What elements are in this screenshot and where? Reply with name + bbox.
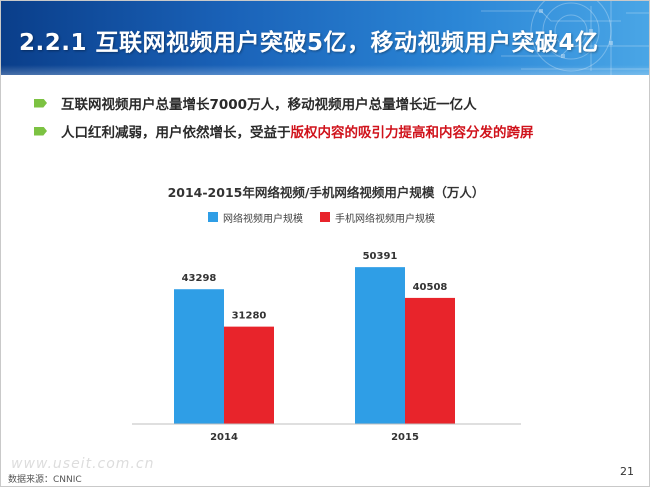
legend-swatch-series-2 bbox=[320, 212, 330, 222]
data-label-2015-series-2: 40508 bbox=[413, 282, 448, 293]
legend-label-series-1: 网络视频用户规模 bbox=[223, 214, 303, 225]
tech-pattern-decoration bbox=[481, 1, 649, 75]
page-number: 21 bbox=[620, 465, 634, 478]
bar-2015-series-2 bbox=[405, 297, 455, 424]
chart-title: 2014-2015年网络视频/手机网络视频用户规模（万人） bbox=[167, 185, 485, 200]
legend-label-series-2: 手机网络视频用户规模 bbox=[335, 214, 435, 225]
bar-2014-series-2 bbox=[224, 326, 274, 424]
bullet-text: 互联网视频用户总量增长7000万人，移动视频用户总量增长近一亿人 bbox=[61, 97, 477, 113]
bullet-arrow-icon bbox=[34, 98, 47, 108]
page-title: 2.2.1 互联网视频用户突破5亿，移动视频用户突破4亿 bbox=[19, 30, 599, 56]
bullet-text: 人口红利减弱，用户依然增长，受益于 bbox=[61, 125, 291, 141]
x-tick-label-2014: 2014 bbox=[210, 432, 238, 443]
bar-2014-series-1 bbox=[174, 289, 224, 424]
bullet-arrow-icon bbox=[34, 126, 47, 136]
watermark: www.useit.com.cn bbox=[11, 456, 155, 472]
data-label-2015-series-1: 50391 bbox=[363, 251, 398, 262]
bullet-item-1: 互联网视频用户总量增长7000万人，移动视频用户总量增长近一亿人 bbox=[34, 93, 477, 113]
data-source-note: 数据来源：CNNIC bbox=[8, 475, 82, 485]
data-label-2014-series-1: 43298 bbox=[182, 273, 217, 284]
legend-swatch-series-1 bbox=[208, 212, 218, 222]
x-tick-label-2015: 2015 bbox=[391, 432, 419, 443]
data-label-2014-series-2: 31280 bbox=[232, 311, 267, 322]
bar-2015-series-1 bbox=[355, 267, 405, 424]
title-banner: 2.2.1 互联网视频用户突破5亿，移动视频用户突破4亿 bbox=[1, 1, 649, 75]
bullet-highlight-text: 版权内容的吸引力提高和内容分发的跨屏 bbox=[290, 125, 534, 141]
bullet-item-2: 人口红利减弱，用户依然增长，受益于 版权内容的吸引力提高和内容分发的跨屏 bbox=[34, 121, 534, 141]
